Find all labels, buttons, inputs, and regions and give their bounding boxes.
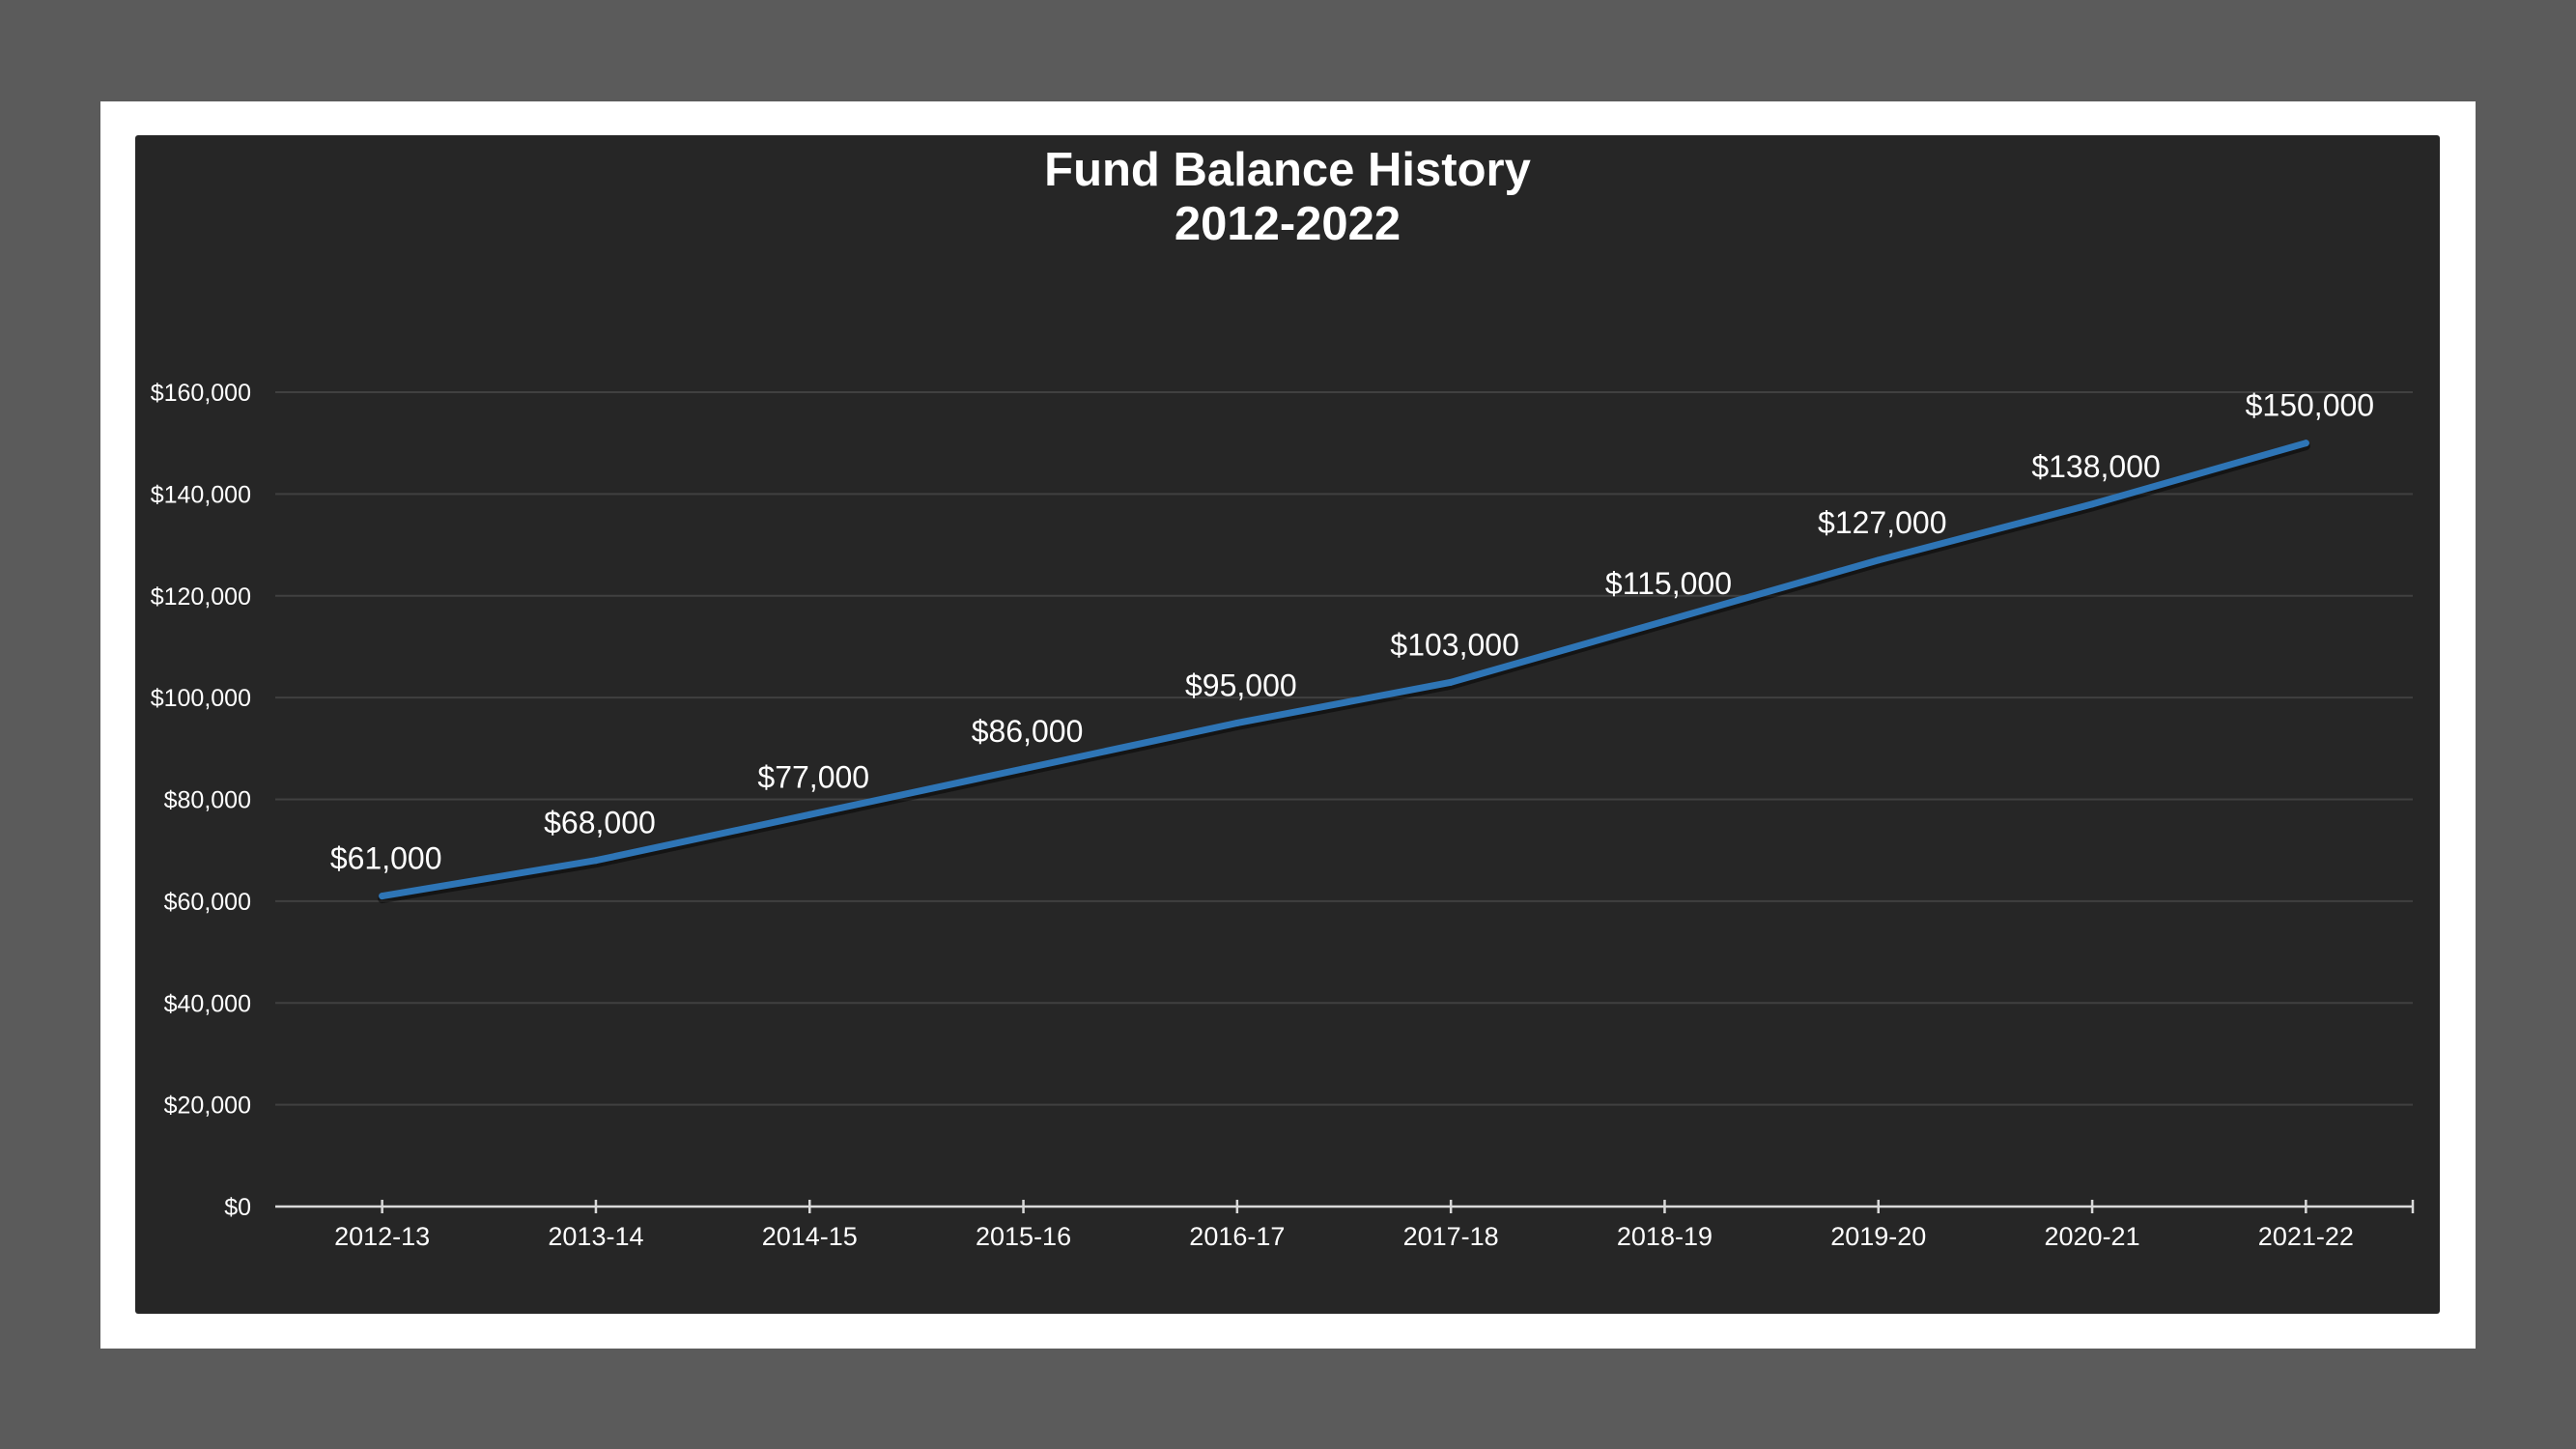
data-label: $138,000 xyxy=(2031,449,2160,484)
data-point xyxy=(1447,678,1455,686)
x-tick-label: 2012-13 xyxy=(334,1222,430,1251)
x-axis: 2012-13 2013-14 2014-15 2015-16 2016-17 2017-… xyxy=(275,1200,2415,1251)
x-tick-label: 2017-18 xyxy=(1403,1222,1499,1251)
y-tick-label: $140,000 xyxy=(151,481,251,508)
data-point xyxy=(379,893,386,900)
y-tick-label: $20,000 xyxy=(164,1093,251,1120)
data-point xyxy=(1020,765,1028,773)
chart-title: Fund Balance History xyxy=(1044,144,1531,196)
data-label: $115,000 xyxy=(1605,566,1732,601)
x-tick-label: 2014-15 xyxy=(762,1222,858,1251)
x-tick-label: 2019-20 xyxy=(1830,1222,1926,1251)
y-tick-label: $60,000 xyxy=(164,889,251,916)
y-tick-label: $100,000 xyxy=(151,685,251,712)
y-tick-label: $0 xyxy=(224,1194,251,1221)
y-tick-label: $80,000 xyxy=(164,787,251,814)
gridlines: $0 $20,000 $40,000 $60,000 $80,000 $100,000 $1… xyxy=(151,380,2413,1221)
chart-subtitle: 2012-2022 xyxy=(1175,198,1401,250)
series-line-shadow xyxy=(378,441,2310,904)
data-label: $150,000 xyxy=(2246,388,2374,423)
data-label: $86,000 xyxy=(972,714,1084,749)
data-label: $68,000 xyxy=(544,806,656,840)
y-tick-label: $120,000 xyxy=(151,583,251,611)
x-tick-label: 2021-22 xyxy=(2258,1222,2354,1251)
data-point xyxy=(592,857,600,865)
x-tick-label: 2013-14 xyxy=(548,1222,643,1251)
y-tick-label: $160,000 xyxy=(151,380,251,407)
series-line-group xyxy=(378,440,2310,904)
data-point xyxy=(2088,500,2096,508)
data-label: $103,000 xyxy=(1390,627,1518,662)
series-line xyxy=(379,440,2309,900)
data-label: $77,000 xyxy=(757,759,869,794)
x-tick-label: 2018-19 xyxy=(1617,1222,1713,1251)
x-tick-label: 2015-16 xyxy=(976,1222,1071,1251)
data-point xyxy=(1233,719,1241,726)
data-label: $61,000 xyxy=(330,841,442,876)
data-label: $95,000 xyxy=(1185,668,1297,702)
chart-panel: Fund Balance History 2012-2022 $0 $20,000… xyxy=(135,135,2440,1314)
line-chart: Fund Balance History 2012-2022 $0 $20,000… xyxy=(151,144,2415,1251)
y-tick-label: $40,000 xyxy=(164,990,251,1017)
data-point xyxy=(1660,617,1668,625)
x-tick-label: 2016-17 xyxy=(1189,1222,1285,1251)
data-label: $127,000 xyxy=(1818,505,1946,540)
data-point xyxy=(2302,440,2309,447)
data-point xyxy=(806,810,813,818)
x-tick-label: 2020-21 xyxy=(2045,1222,2140,1251)
data-labels: $61,000 $68,000 $77,000 $86,000 $95,000 $103,… xyxy=(330,388,2374,876)
data-point xyxy=(1875,556,1882,564)
